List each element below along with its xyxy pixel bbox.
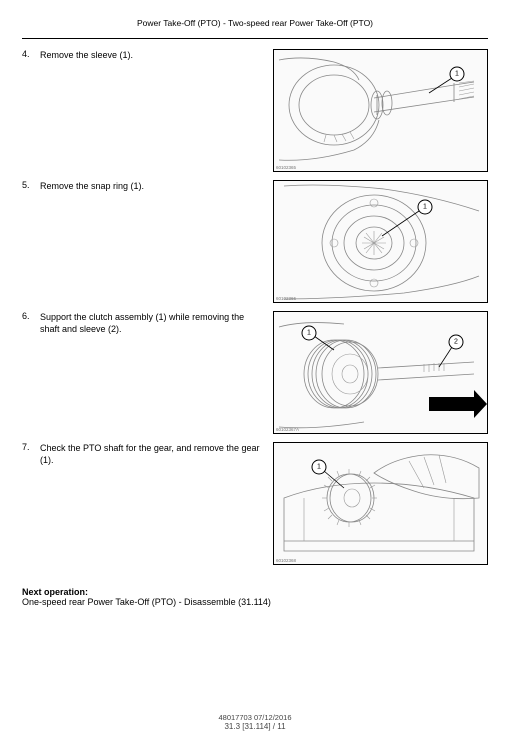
figure-4: 1 60102365 4	[273, 49, 488, 172]
page-header: Power Take-Off (PTO) - Two-speed rear Po…	[0, 0, 510, 34]
next-operation: Next operation: One-speed rear Power Tak…	[22, 587, 488, 607]
step-row: 7. Check the PTO shaft for the gear, and…	[22, 442, 488, 565]
figure-ref: 60102365	[276, 165, 296, 170]
step-number: 6.	[22, 311, 40, 321]
step-text: Remove the snap ring (1).	[40, 180, 273, 192]
step-text: Remove the sleeve (1).	[40, 49, 273, 61]
step-row: 4. Remove the sleeve (1).	[22, 49, 488, 172]
svg-text:1: 1	[455, 71, 459, 78]
step-number: 7.	[22, 442, 40, 452]
figure-7: 1 60102368 7	[273, 442, 488, 565]
footer-pagenum: 31.3 [31.114] / 11	[0, 722, 510, 731]
next-operation-text: One-speed rear Power Take-Off (PTO) - Di…	[22, 597, 488, 607]
svg-text:2: 2	[454, 339, 458, 346]
step-text: Check the PTO shaft for the gear, and re…	[40, 442, 273, 466]
content-area: 4. Remove the sleeve (1).	[0, 39, 510, 607]
step-number: 4.	[22, 49, 40, 59]
page-footer: 48017703 07/12/2016 31.3 [31.114] / 11	[0, 713, 510, 731]
figure-ref: 60102368	[276, 558, 296, 563]
figure-5: 1 60102366 5	[273, 180, 488, 303]
svg-text:1: 1	[317, 464, 321, 471]
step-text: Support the clutch assembly (1) while re…	[40, 311, 273, 335]
step-row: 5. Remove the snap ring (1).	[22, 180, 488, 303]
next-operation-title: Next operation:	[22, 587, 488, 597]
svg-text:1: 1	[307, 330, 311, 337]
svg-text:1: 1	[423, 204, 427, 211]
footer-docid: 48017703 07/12/2016	[0, 713, 510, 722]
figure-6: 1 2 60102367A 6	[273, 311, 488, 434]
step-row: 6. Support the clutch assembly (1) while…	[22, 311, 488, 434]
figure-ref: 60102366	[276, 296, 296, 301]
step-number: 5.	[22, 180, 40, 190]
figure-ref: 60102367A	[276, 427, 299, 432]
